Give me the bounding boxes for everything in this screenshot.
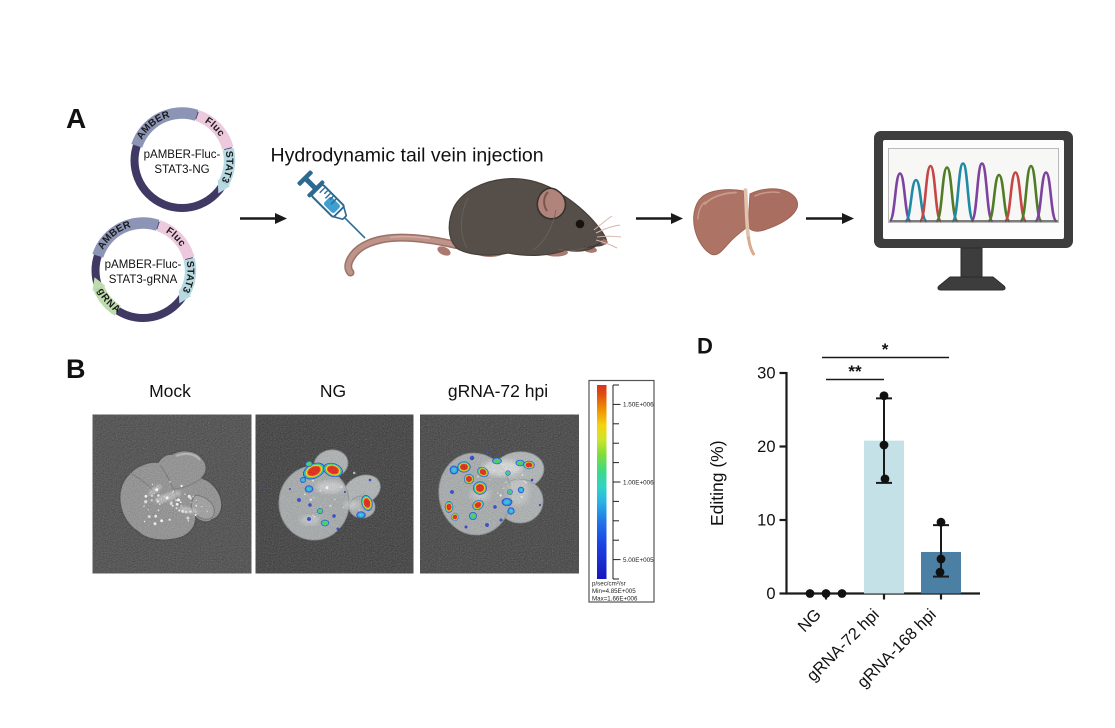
svg-text:*: * [882, 340, 889, 359]
svg-text:1.00E+006: 1.00E+006 [623, 479, 654, 486]
svg-text:**: ** [848, 362, 862, 381]
svg-text:20: 20 [757, 438, 775, 456]
svg-text:A: A [66, 103, 86, 134]
svg-text:pAMBER-Fluc-: pAMBER-Fluc- [144, 149, 221, 161]
svg-text:Editing (%): Editing (%) [707, 440, 727, 526]
svg-text:10: 10 [757, 512, 775, 530]
svg-text:B: B [66, 354, 86, 384]
svg-text:0: 0 [766, 585, 775, 603]
svg-text:Mock: Mock [149, 381, 191, 401]
svg-text:Max=1.66E+006: Max=1.66E+006 [592, 596, 638, 603]
svg-text:p/sec/cm²/sr: p/sec/cm²/sr [592, 581, 626, 588]
svg-text:pAMBER-Fluc-: pAMBER-Fluc- [105, 259, 182, 271]
svg-text:5.00E+005: 5.00E+005 [623, 557, 654, 564]
svg-text:STAT3-NG: STAT3-NG [154, 164, 209, 176]
svg-text:Min=4.85E+005: Min=4.85E+005 [592, 588, 636, 595]
svg-text:gRNA-72 hpi: gRNA-72 hpi [448, 381, 548, 401]
svg-text:NG: NG [320, 381, 346, 401]
svg-text:STAT3-gRNA: STAT3-gRNA [109, 274, 178, 286]
svg-text:30: 30 [757, 365, 775, 383]
svg-text:1.50E+006: 1.50E+006 [623, 402, 654, 409]
svg-text:D: D [697, 334, 713, 359]
svg-text:Hydrodynamic tail vein injecti: Hydrodynamic tail vein injection [271, 145, 544, 167]
